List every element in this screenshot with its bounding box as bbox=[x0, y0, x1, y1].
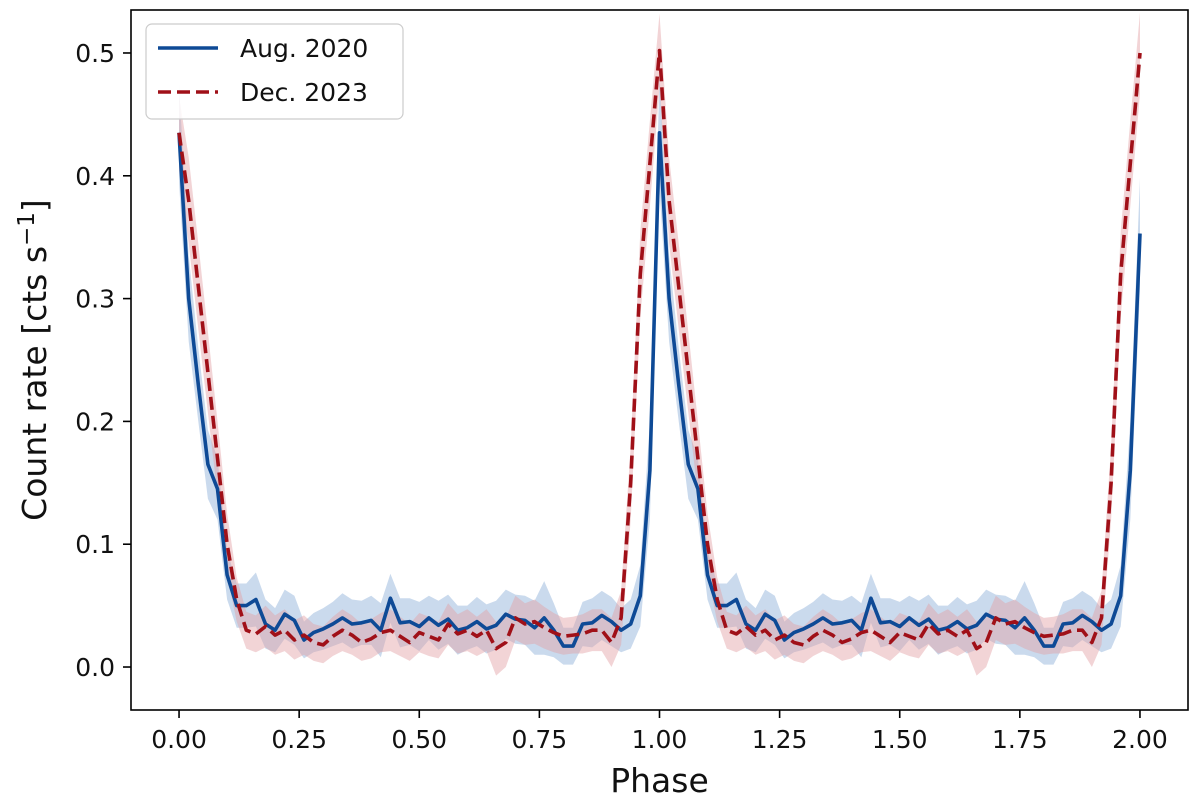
series-line-dec-2023 bbox=[177, 48, 1142, 651]
x-tick-label: 0.75 bbox=[512, 725, 568, 754]
y-tick-label: 0.3 bbox=[75, 285, 115, 314]
x-tick-label: 0.50 bbox=[391, 725, 447, 754]
y-tick-label: 0.2 bbox=[75, 407, 115, 436]
y-axis-ticks: 0.0 0.1 0.2 0.3 0.4 0.5 bbox=[75, 39, 131, 682]
y-tick-label: 0.5 bbox=[75, 39, 115, 68]
x-tick-label: 1.50 bbox=[872, 725, 928, 754]
legend: Aug. 2020 Dec. 2023 bbox=[145, 23, 404, 120]
y-axis-label-exponent: −1 bbox=[14, 212, 40, 246]
x-tick-label: 1.25 bbox=[752, 725, 808, 754]
x-tick-label: 1.75 bbox=[992, 725, 1048, 754]
x-tick-label: 2.00 bbox=[1112, 725, 1168, 754]
legend-label-aug-2020: Aug. 2020 bbox=[240, 34, 368, 63]
x-tick-label: 0.25 bbox=[271, 725, 327, 754]
y-axis-label-close: ] bbox=[15, 199, 54, 212]
x-axis-ticks: 0.00 0.25 0.50 0.75 1.00 1.25 1.50 1.75 2.00 bbox=[151, 710, 1168, 754]
x-tick-label: 0.00 bbox=[151, 725, 207, 754]
x-axis-label: Phase bbox=[610, 761, 709, 800]
legend-label-dec-2023: Dec. 2023 bbox=[240, 78, 368, 107]
series-lines bbox=[177, 48, 1142, 651]
y-tick-label: 0.1 bbox=[75, 530, 115, 559]
x-tick-label: 1.00 bbox=[632, 725, 688, 754]
y-tick-label: 0.0 bbox=[75, 653, 115, 682]
y-axis-label-main: Count rate [cts s bbox=[15, 246, 54, 521]
y-tick-label: 0.4 bbox=[75, 162, 115, 191]
series-line-aug-2020 bbox=[177, 131, 1142, 648]
y-axis-label: Count rate [cts s−1] bbox=[14, 199, 54, 521]
